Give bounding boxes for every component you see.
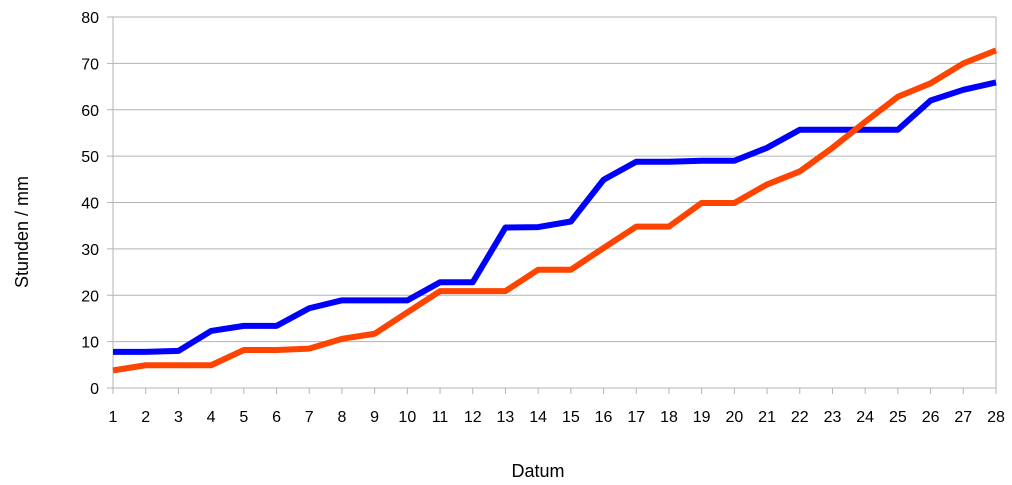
y-tick-label-20: 20 bbox=[81, 288, 99, 305]
x-tick-label-14: 14 bbox=[529, 409, 547, 426]
x-tick-label-2: 2 bbox=[141, 409, 150, 426]
x-axis-title: Datum bbox=[511, 461, 564, 481]
y-tick-label-10: 10 bbox=[81, 335, 99, 352]
x-tick-label-7: 7 bbox=[305, 409, 314, 426]
y-tick-label-50: 50 bbox=[81, 149, 99, 166]
x-tick-label-28: 28 bbox=[987, 409, 1005, 426]
x-tick-label-21: 21 bbox=[758, 409, 776, 426]
x-tick-label-6: 6 bbox=[272, 409, 281, 426]
x-tick-label-23: 23 bbox=[824, 409, 842, 426]
series-line-1 bbox=[113, 79, 997, 355]
x-tick-label-18: 18 bbox=[660, 409, 678, 426]
series-line-2 bbox=[112, 47, 998, 374]
x-tick-label-27: 27 bbox=[954, 409, 972, 426]
x-tick-label-20: 20 bbox=[725, 409, 743, 426]
x-tick-label-19: 19 bbox=[693, 409, 711, 426]
y-tick-label-60: 60 bbox=[81, 103, 99, 120]
grid-lines bbox=[113, 16, 996, 389]
x-tick-label-11: 11 bbox=[432, 409, 449, 426]
x-tick-label-26: 26 bbox=[922, 409, 940, 426]
x-tick-label-9: 9 bbox=[370, 409, 379, 426]
x-tick-label-12: 12 bbox=[464, 409, 482, 426]
x-tick-label-16: 16 bbox=[595, 409, 613, 426]
y-tick-label-40: 40 bbox=[81, 196, 99, 213]
x-tick-label-15: 15 bbox=[562, 409, 580, 426]
y-tick-label-30: 30 bbox=[81, 242, 99, 259]
y-tick-label-80: 80 bbox=[81, 10, 99, 27]
x-tick-label-24: 24 bbox=[856, 409, 874, 426]
x-tick-label-10: 10 bbox=[398, 409, 416, 426]
x-tick-label-8: 8 bbox=[337, 409, 346, 426]
x-tick-label-5: 5 bbox=[239, 409, 248, 426]
x-tick-label-25: 25 bbox=[889, 409, 907, 426]
x-tick-label-22: 22 bbox=[791, 409, 809, 426]
x-tick-label-1: 1 bbox=[109, 409, 118, 426]
x-tick-label-4: 4 bbox=[207, 409, 216, 426]
x-tick-label-17: 17 bbox=[627, 409, 645, 426]
y-tick-label-70: 70 bbox=[81, 56, 99, 73]
x-tick-label-13: 13 bbox=[497, 409, 515, 426]
axes bbox=[107, 16, 997, 394]
series-lines bbox=[112, 47, 998, 374]
x-tick-label-3: 3 bbox=[174, 409, 183, 426]
y-tick-label-0: 0 bbox=[90, 381, 99, 398]
y-axis-title: Stunden / mm bbox=[12, 176, 32, 288]
